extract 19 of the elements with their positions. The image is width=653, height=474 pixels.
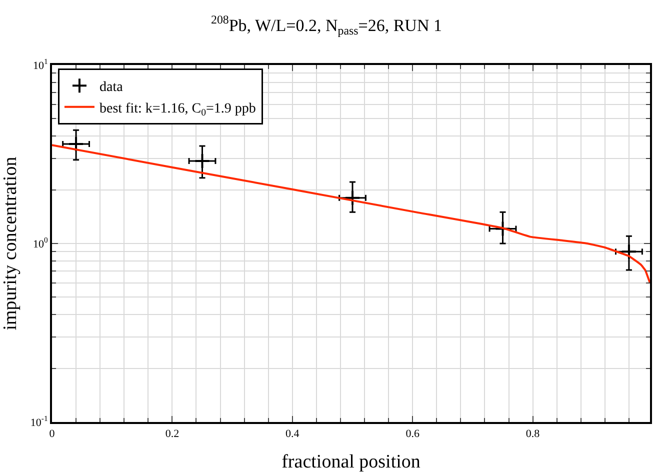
x-tick-label: 0.4: [286, 428, 300, 440]
y-tick-label: 10$^{-1}$: [30, 414, 48, 429]
x-tick-label: 0: [49, 428, 56, 440]
y-tick-label: 10$^{0}$: [32, 236, 48, 250]
legend-label: data: [99, 80, 124, 96]
x-tick-label: 0.2: [165, 428, 180, 440]
x-tick-label: 0.6: [406, 428, 420, 440]
x-tick-label: 0.8: [526, 428, 540, 440]
point: [68, 136, 84, 152]
point: [194, 152, 210, 169]
point: [344, 190, 360, 206]
x-axis-title: fractional position: [282, 452, 421, 472]
y-tick-label: 10$^{1}$: [32, 57, 48, 72]
point: [620, 244, 637, 260]
point: [494, 220, 511, 237]
chart-title: $^{208}$Pb, W/L=0.2, N$_{pass}$=26, RUN 1: [211, 12, 442, 38]
y-axis-title: impurity concentration: [0, 156, 21, 330]
line-series: [52, 144, 650, 284]
legend-label: best fit: k=1.16, C$_{0}$=1.9 ppb: [99, 101, 256, 118]
